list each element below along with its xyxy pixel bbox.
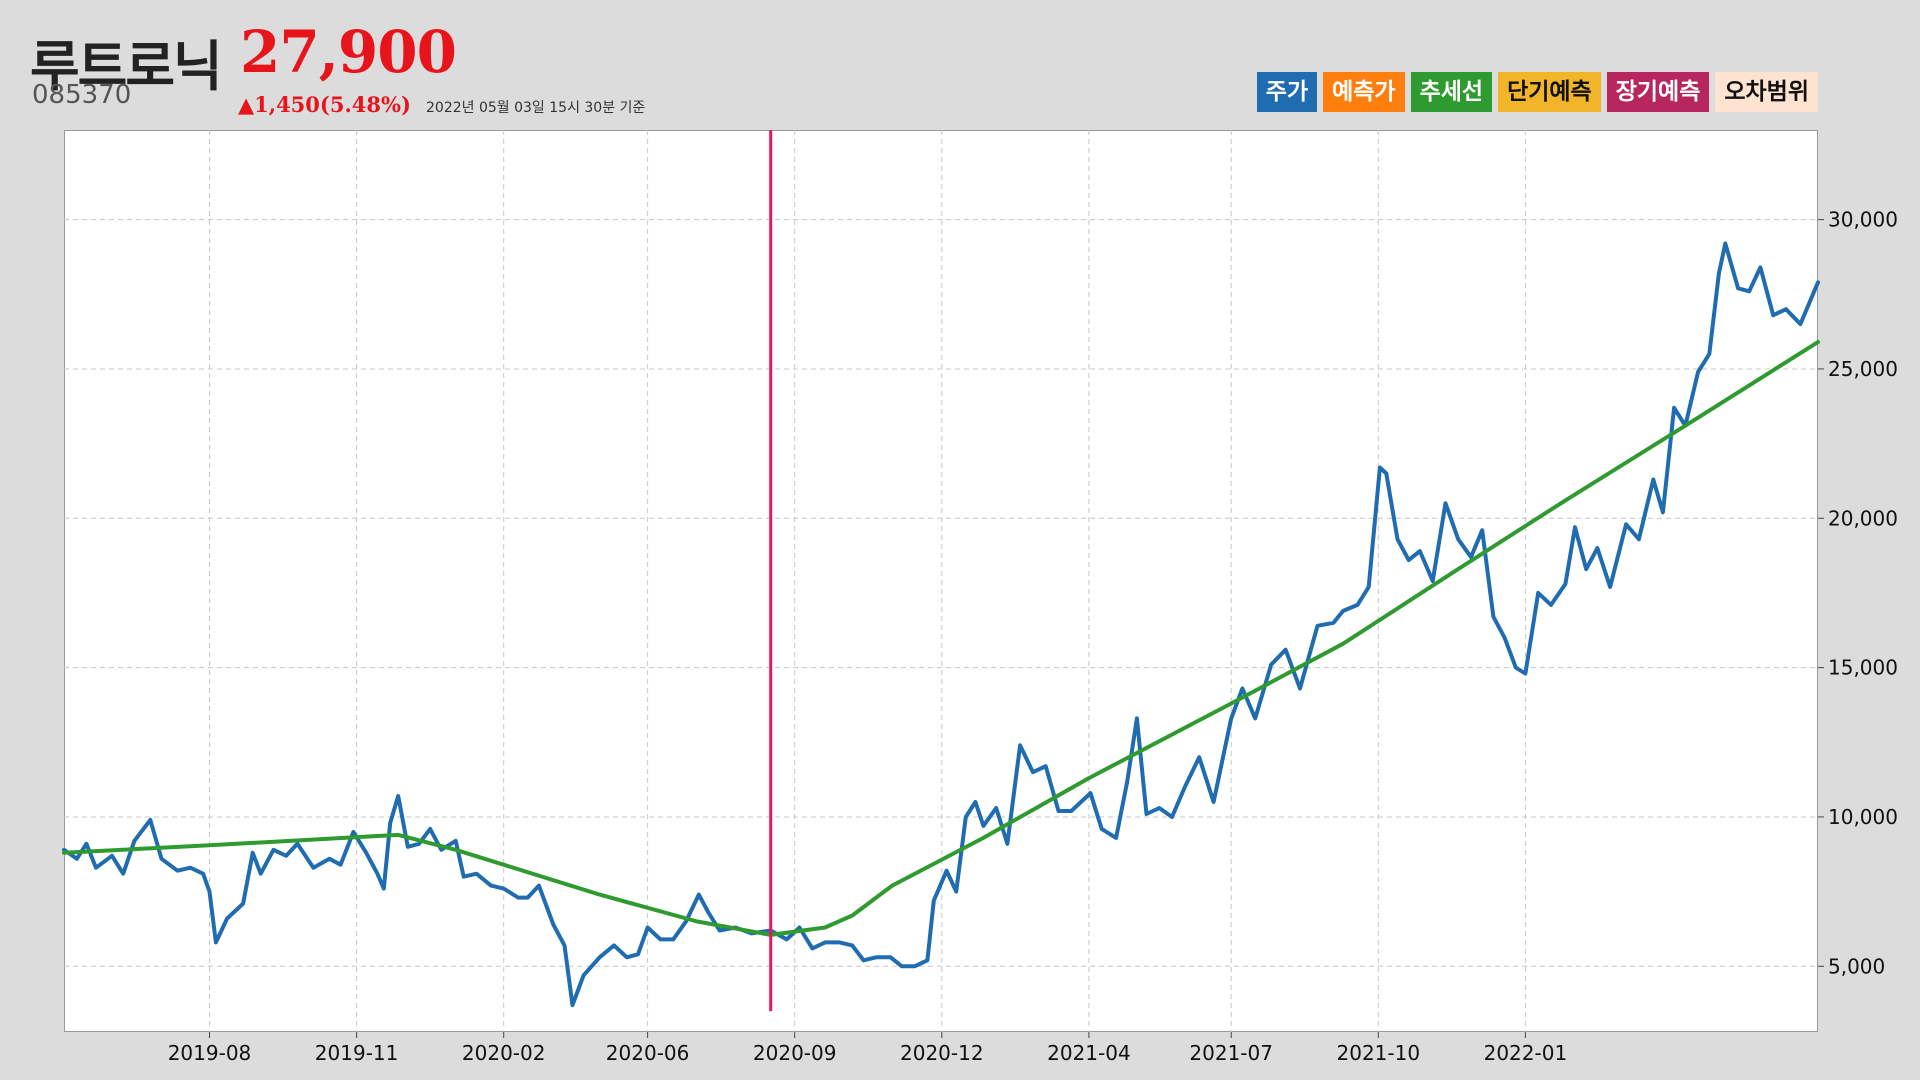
y-tick-label: 25,000 [1828,357,1898,381]
price-change: ▲1,450(5.48%) [238,92,411,117]
y-tick-label: 30,000 [1828,208,1898,232]
y-tick-label: 20,000 [1828,506,1898,530]
stock-price-series-line [62,241,1820,1008]
x-tick-label: 2020-09 [753,1041,837,1065]
y-tick-label: 15,000 [1828,656,1898,680]
trend-series-line [62,340,1820,937]
chart-legend: 주가 예측가 추세선 단기예측 장기예측 오차범위 [1256,72,1818,112]
legend-item-error-range[interactable]: 오차범위 [1715,72,1818,112]
x-tick-label: 2021-07 [1189,1041,1273,1065]
y-tick-label: 10,000 [1828,805,1898,829]
legend-item-predicted-price[interactable]: 예측가 [1323,72,1405,112]
x-tick-label: 2020-12 [900,1041,984,1065]
x-tick-label: 2021-10 [1337,1041,1421,1065]
legend-item-long-term-forecast[interactable]: 장기예측 [1606,72,1710,112]
stock-price: 27,900 [240,18,457,86]
x-tick-label: 2019-11 [315,1041,399,1065]
x-tick-label: 2019-08 [168,1041,252,1065]
x-tick-label: 2021-04 [1047,1041,1131,1065]
legend-item-stock-price[interactable]: 주가 [1256,72,1318,112]
y-tick-label: 5,000 [1828,954,1885,978]
stock-name: 루트로닉 [30,35,223,98]
legend-item-short-term-forecast[interactable]: 단기예측 [1498,72,1601,112]
x-tick-label: 2020-02 [462,1041,546,1065]
x-tick-label: 2022-01 [1484,1041,1568,1065]
stock-code: 085370 [32,80,132,110]
price-timestamp: 2022년 05월 03일 15시 30분 기준 [426,100,646,116]
x-tick-label: 2020-06 [606,1041,690,1065]
legend-item-trend-line[interactable]: 추세선 [1410,72,1493,112]
